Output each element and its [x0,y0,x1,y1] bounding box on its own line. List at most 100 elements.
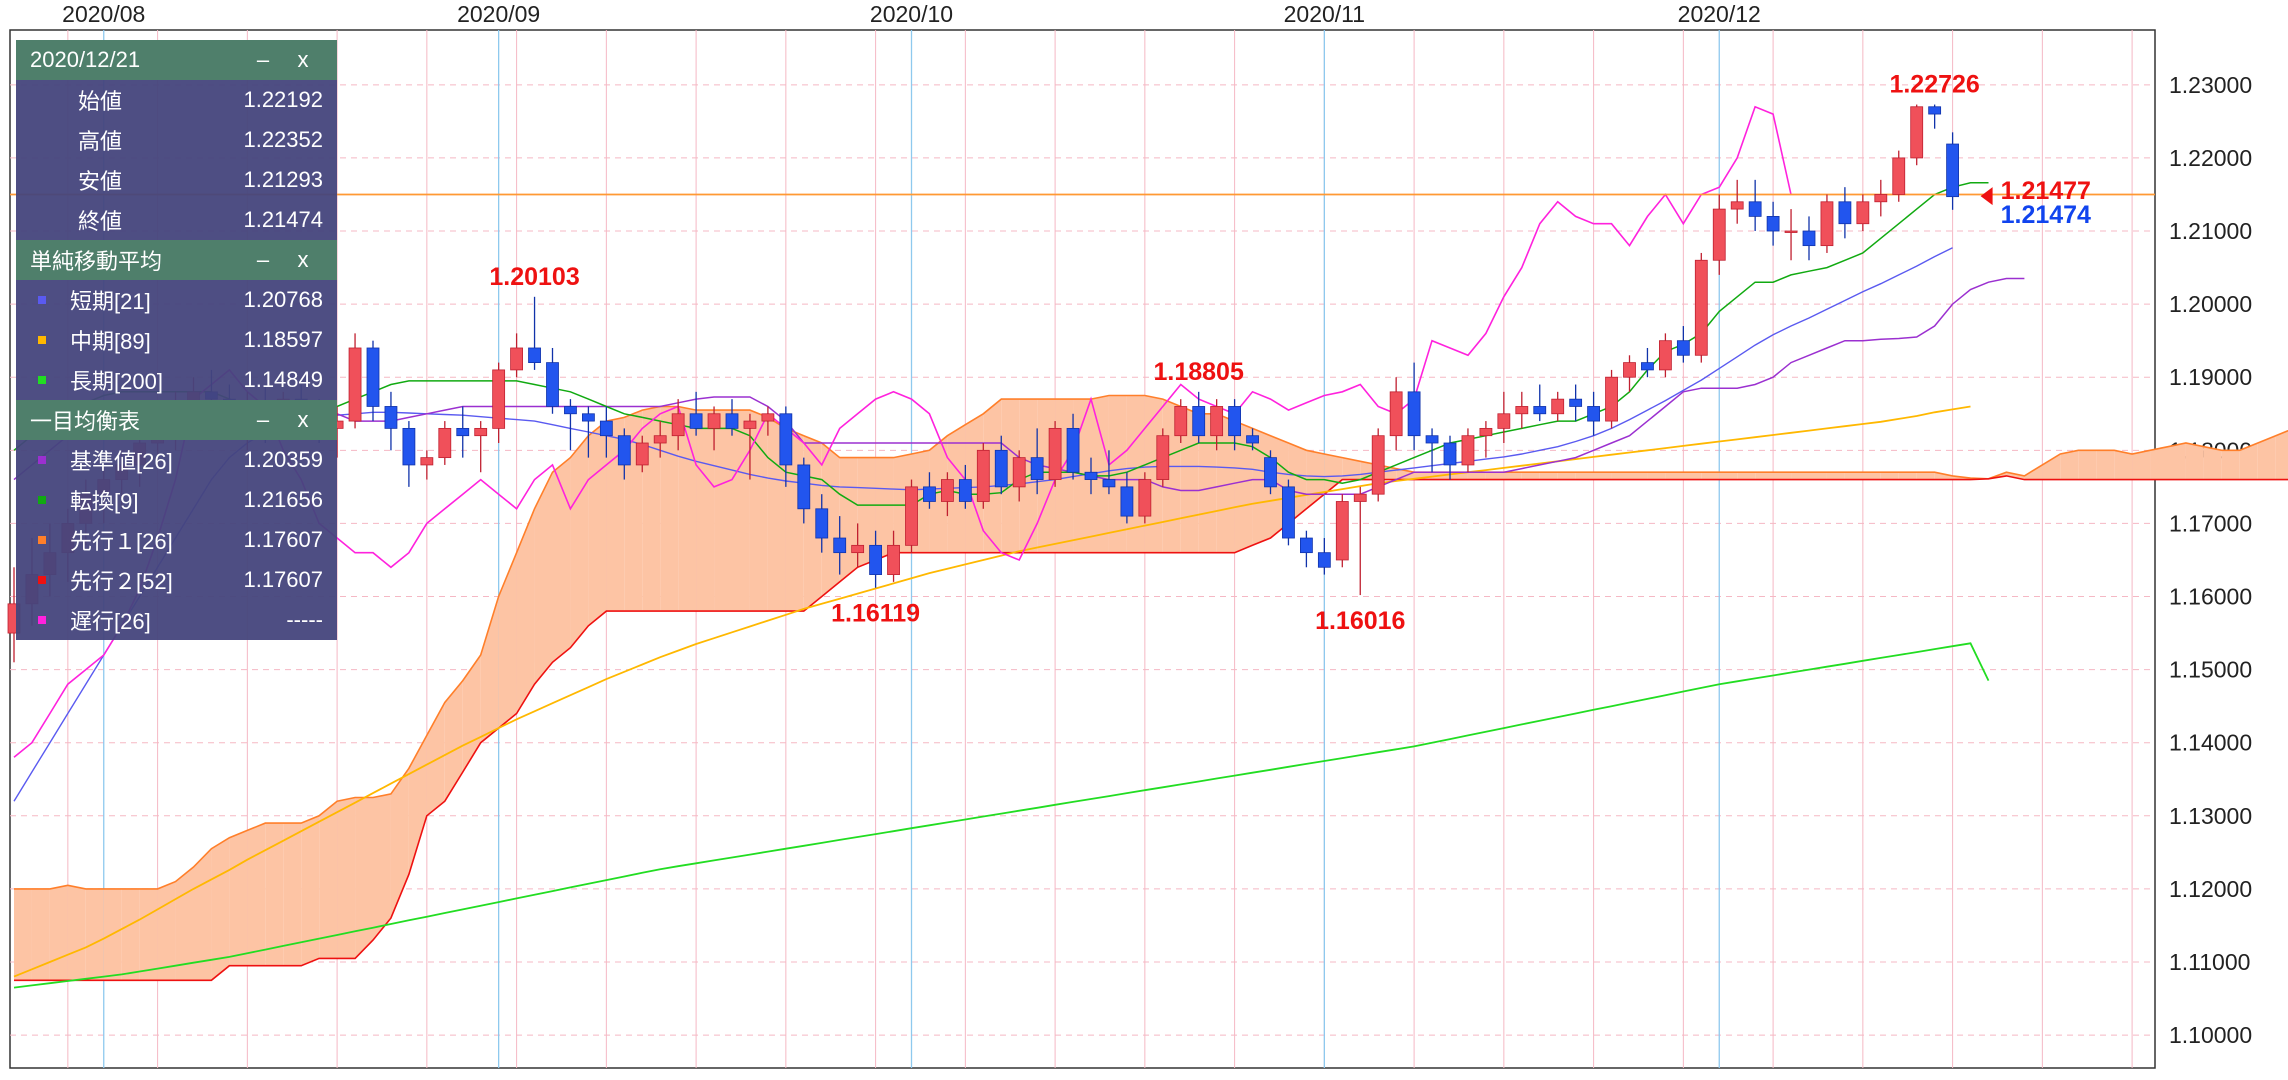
kumo-segment [1809,472,1827,480]
kumo-segment [1826,472,1845,480]
ichimoku-close-button[interactable]: x [297,407,309,432]
sma-label: 長期[200] [70,369,163,394]
price-annotation: 1.22726 [1889,71,1979,99]
ohlc-value: 1.22192 [243,87,323,112]
legend-swatch [38,456,46,464]
kumo-segment [1575,472,1594,480]
kumo-segment [1916,472,1935,480]
candle-body [725,413,739,429]
kumo-segment [1701,472,1720,480]
candle-body [1210,406,1224,437]
candle-body [564,406,577,415]
candle-body [1928,106,1942,115]
ichimoku-row-tenkan: 転換[9] 1.21656 [16,480,337,520]
kumo-segment [1324,453,1343,495]
ohlc-close-button[interactable]: x [297,47,309,72]
kumo-segment [947,424,966,553]
kumo-segment [857,457,876,568]
kumo-segment [67,885,86,981]
candle-body [1479,427,1493,437]
kumo-segment [408,735,427,875]
ohlc-value: 1.21293 [243,167,323,192]
candle-body [1892,157,1906,195]
kumo-segment [983,399,1002,553]
y-tick-label: 1.17000 [2169,510,2252,536]
candle-body [1874,194,1888,203]
candle-body [1533,406,1547,415]
candle-body [1802,230,1816,247]
candle-body [1282,486,1295,539]
candle-body [779,413,793,466]
ohlc-row-close: 終値 1.21474 [16,200,337,240]
kumo-segment [516,508,535,714]
kumo-segment [875,457,894,560]
candle-body [1228,406,1241,437]
x-month-label: 2020/09 [457,1,540,27]
sma-close-button[interactable]: x [297,247,309,272]
candle-body [1587,406,1600,422]
candle-body [958,479,972,502]
candle-body [941,479,954,502]
y-tick-label: 1.21000 [2169,218,2252,244]
kumo-segment [1880,472,1899,480]
kumo-segment [373,793,391,941]
ichimoku-value: 1.21656 [243,487,323,512]
candle-body [994,449,1008,488]
kumo-segment [1737,472,1756,480]
price-annotation: 1.16119 [831,600,920,628]
kumo-segment [498,552,517,729]
ohlc-panel: 2020/12/21 – x 始値 1.22192 高値 1.22352 安値 … [16,40,337,640]
kumo-segment [1611,472,1630,480]
kumo-segment [390,768,409,919]
candle-body [869,544,882,575]
ichimoku-panel-title: 一目均衡表 [30,409,141,434]
kumo-segment [1773,472,1792,480]
x-month-label: 2020/08 [62,1,145,27]
kumo-segment [121,888,140,981]
candle-body [492,369,506,429]
kumo-segment [2275,430,2288,480]
candle-body [1641,362,1654,371]
kumo-segment [355,797,373,959]
sma-mid-line [13,405,1971,978]
ohlc-minimize-button[interactable]: – [256,47,270,72]
kumo-segment [265,823,284,966]
ohlc-label: 安値 [78,169,123,194]
candle-body [1246,435,1259,444]
kumo-segment [49,885,68,981]
candle-body [1335,501,1349,561]
kumo-segment [1593,472,1612,480]
candle-body [1946,143,1959,198]
candle-body [366,347,380,407]
candle-body [851,544,865,554]
candle-body [653,435,667,444]
kumo-segment [588,421,607,626]
kumo-segment [283,823,302,966]
ohlc-date: 2020/12/21 [30,47,141,72]
candle-body [1748,201,1762,217]
kumo-segment [2060,450,2079,480]
candle-body [1461,435,1475,466]
ichimoku-minimize-button[interactable]: – [256,407,270,432]
kumo-segment [2203,446,2222,480]
candle-body [1676,340,1690,356]
y-tick-label: 1.11000 [2169,949,2250,975]
price-annotation: 1.16016 [1315,607,1405,635]
sma-panel-title: 単純移動平均 [30,249,163,274]
candle-body [1497,413,1511,429]
candle-body [1102,479,1116,488]
kumo-segment [2221,450,2240,480]
price-annotation: 1.18805 [1154,358,1244,386]
legend-swatch [38,576,46,584]
candle-body [1371,435,1385,495]
candle-body [617,435,631,466]
kumo-segment [1557,472,1576,480]
kumo-segment [2024,464,2043,480]
ichimoku-label: 転換[9] [70,489,139,514]
sma-minimize-button[interactable]: – [256,247,270,272]
candle-body [438,427,452,459]
candle-body [797,464,811,510]
ohlc-panel-header: 2020/12/21 – x [16,40,337,80]
x-month-label: 2020/10 [870,1,953,27]
